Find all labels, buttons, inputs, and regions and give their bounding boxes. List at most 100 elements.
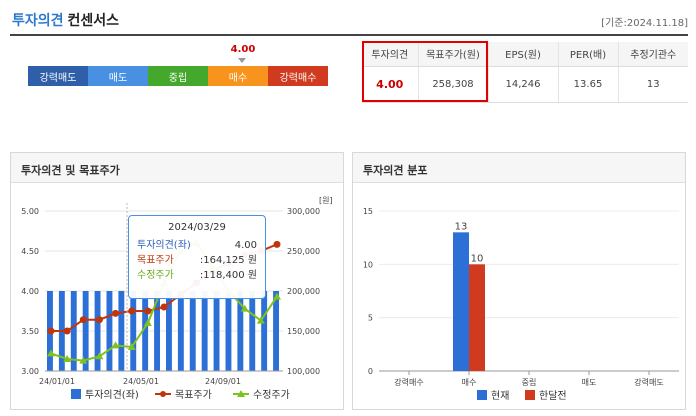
- opinion-bar: [166, 291, 172, 371]
- opinion-bar: [106, 291, 113, 371]
- chart-tooltip: 2024/03/29 투자의견(좌) 4.00 목표주가:164,125 원 수정주가…: [128, 215, 266, 299]
- opinion-bar: [213, 291, 220, 371]
- value-eps: 14,246: [488, 66, 559, 103]
- tooltip-date: 2024/03/29: [168, 222, 226, 233]
- x-tick-label: 강력매도: [634, 377, 663, 387]
- adjusted-price-point: [95, 352, 104, 360]
- target-price-point: [144, 307, 152, 315]
- tooltip-row: 투자의견(좌) 4.00: [137, 238, 257, 253]
- adjusted-price-point: [143, 319, 152, 326]
- value-estimator-count: 13: [618, 66, 688, 103]
- x-tick-label: 24/09/01: [205, 377, 241, 386]
- consensus-table-row: 4.00 258,308 14,246 13.65 13: [362, 66, 688, 103]
- x-tick-label: 중립: [522, 378, 537, 387]
- header-target-price: 목표주가(원): [418, 42, 489, 67]
- highlight-box: [362, 41, 488, 102]
- target-price-point: [160, 303, 168, 311]
- opinion-bar: [177, 291, 184, 371]
- section-title-suffix: 컨센서스: [67, 13, 120, 29]
- x-tick-label: 24/05/01: [123, 377, 159, 386]
- opinion-scale-segment: 강력매도: [28, 66, 88, 86]
- value-target-price: 258,308: [418, 66, 489, 103]
- target-price-point: [95, 316, 103, 324]
- y-right-tick-label: 300,000: [287, 207, 320, 216]
- target-price-point: [112, 309, 120, 317]
- legend-current-swatch: [477, 390, 487, 400]
- opinion-target-price-panel: 투자의견 및 목표주가 5.00 4.50 4.00 3.50 3.00 300,000 2…: [10, 152, 344, 410]
- value-opinion: 4.00: [362, 66, 419, 103]
- opinion-target-price-chart[interactable]: 5.00 4.50 4.00 3.50 3.00 300,000 250,000 200,00…: [11, 183, 343, 409]
- consensus-table: 투자의견 목표주가(원) EPS(원) PER(배) 추정기관수 4.00 25…: [362, 42, 688, 103]
- opinion-scale-segment: 강력매수: [268, 66, 328, 86]
- target-price-point: [79, 316, 87, 324]
- y-left-tick-label: 4.50: [21, 247, 39, 256]
- adjusted-price-point: [111, 341, 120, 349]
- header-opinion: 투자의견: [362, 42, 419, 67]
- opinion-bar: [118, 291, 125, 371]
- opinion-scale-segment: 중립: [148, 66, 208, 86]
- tooltip-row: 수정주가:118,400 원: [137, 268, 257, 283]
- opinion-bar: [261, 291, 268, 371]
- y-left-tick-label: 3.50: [21, 327, 39, 336]
- opinion-bar: [130, 291, 137, 371]
- legend-month-ago-label: 한달전: [539, 390, 567, 402]
- y-right-tick-label: 100,000: [287, 367, 320, 376]
- opinion-pointer-icon: [238, 58, 246, 63]
- opinion-bar: [201, 291, 208, 371]
- x-tick-label: 강력매수: [394, 377, 423, 387]
- opinion-scale-segment: 매도: [88, 66, 148, 86]
- y-tick-label: 15: [363, 207, 373, 216]
- y-left-tick-label: 5.00: [21, 207, 39, 216]
- legend-adjusted-label: 수정주가: [253, 389, 290, 401]
- tooltip-row-value: :118,400 원: [199, 270, 257, 281]
- value-per: 13.65: [558, 66, 619, 103]
- tooltip-row-value: 4.00: [234, 240, 257, 251]
- x-tick-label: 매수: [462, 378, 477, 387]
- adjusted-price-point: [240, 304, 249, 312]
- right-panel-title: 투자의견 분포: [353, 153, 685, 183]
- adjusted-price-point: [256, 316, 265, 324]
- distribution-bar: [453, 232, 469, 371]
- opinion-bar: [237, 291, 244, 371]
- adjusted-price-point: [47, 349, 55, 357]
- legend-current-label: 현재: [491, 390, 509, 402]
- section-title-prefix: 투자의견: [12, 13, 64, 29]
- opinion-bar: [225, 291, 232, 371]
- header-eps: EPS(원): [488, 42, 559, 67]
- y-right-tick-label: 250,000: [287, 247, 320, 256]
- adjusted-price-point: [79, 356, 88, 364]
- reference-date: [기준:2024.11.18]: [601, 18, 688, 29]
- y-right-tick-label: 200,000: [287, 287, 320, 296]
- legend-opinion-label: 투자의견(좌): [85, 389, 139, 401]
- header-per: PER(배): [558, 42, 619, 67]
- y-tick-label: 5: [368, 314, 373, 323]
- adjusted-price-point: [127, 343, 136, 350]
- legend-adjusted-marker: [237, 390, 245, 397]
- header-divider: [10, 34, 688, 36]
- y-right-unit: [원]: [319, 196, 333, 205]
- opinion-scale-segment: 매수: [208, 66, 268, 86]
- legend-target-label: 목표주가: [175, 389, 212, 401]
- target-price-point: [63, 327, 71, 335]
- target-price-point: [273, 240, 281, 248]
- opinion-distribution-panel: 투자의견 분포 15 10 5 0 강력매수 매수 13 10 중립 매도 강력매도 현재 한달전: [352, 152, 686, 410]
- legend-opinion-swatch: [71, 389, 81, 399]
- distribution-bar: [469, 264, 485, 371]
- x-tick-label: 24/01/01: [39, 377, 75, 386]
- target-price-point: [128, 307, 136, 315]
- opinion-scale-bar: 강력매도 매도 중립 매수 강력매수: [28, 66, 328, 86]
- tooltip-row-label: 목표주가: [137, 255, 174, 266]
- bar-value-label: 13: [455, 221, 468, 232]
- bar-value-label: 10: [471, 253, 484, 264]
- opinion-bar: [94, 291, 101, 371]
- consensus-table-header-row: 투자의견 목표주가(원) EPS(원) PER(배) 추정기관수: [362, 42, 688, 67]
- legend-target-marker: [160, 391, 166, 397]
- header-estimator-count: 추정기관수: [618, 42, 688, 67]
- tooltip-row-label: 투자의견(좌): [137, 240, 191, 251]
- opinion-bar: [82, 291, 89, 371]
- y-right-tick-label: 150,000: [287, 327, 320, 336]
- section-title: 투자의견 컨센서스: [12, 10, 119, 30]
- adjusted-price-point: [63, 355, 72, 362]
- y-left-tick-label: 4.00: [21, 287, 39, 296]
